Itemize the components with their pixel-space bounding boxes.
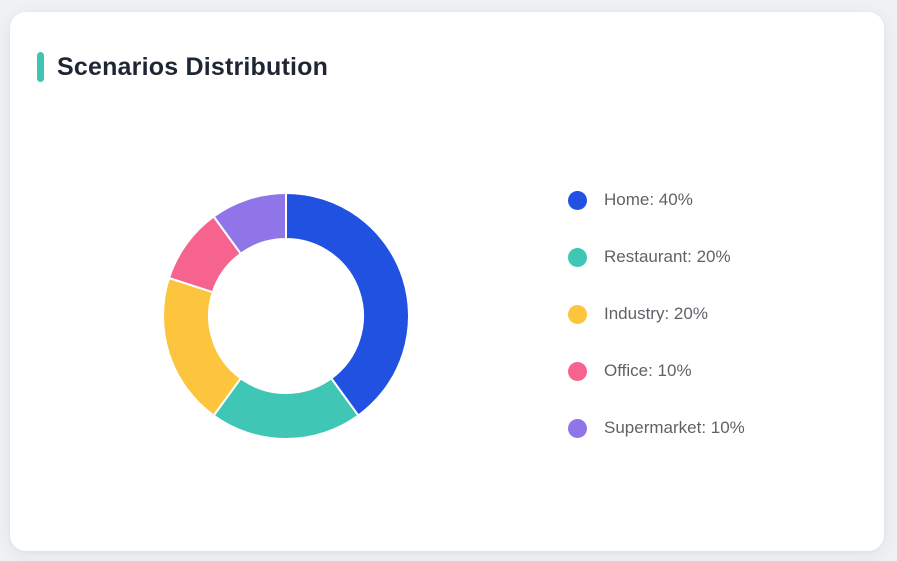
legend-dot <box>568 304 587 324</box>
title-accent-bar <box>37 52 44 82</box>
donut-segment-supermarket[interactable] <box>212 192 287 255</box>
legend-item-home[interactable]: Home: 40% <box>568 189 745 211</box>
legend-item-restaurant[interactable]: Restaurant: 20% <box>568 246 745 268</box>
donut-segment-home[interactable] <box>285 192 410 417</box>
legend-dot <box>568 418 587 438</box>
card-header: Scenarios Distribution <box>37 52 328 82</box>
legend-dot <box>568 190 587 210</box>
donut-segment-industry[interactable] <box>162 276 242 417</box>
legend-label: Supermarket: 10% <box>604 418 745 437</box>
page-title: Scenarios Distribution <box>57 52 329 81</box>
legend-label: Industry: 20% <box>604 304 708 323</box>
donut-chart-container <box>146 176 426 456</box>
legend-item-industry[interactable]: Industry: 20% <box>568 303 745 325</box>
legend-dot <box>568 247 587 267</box>
legend-item-office[interactable]: Office: 10% <box>568 360 745 382</box>
legend-label: Office: 10% <box>604 361 692 380</box>
donut-chart <box>162 192 410 440</box>
legend-dot <box>568 361 587 381</box>
donut-segment-restaurant[interactable] <box>212 377 360 440</box>
legend: Home: 40% Restaurant: 20% Industry: 20% Off… <box>568 189 745 439</box>
legend-item-supermarket[interactable]: Supermarket: 10% <box>568 417 745 439</box>
legend-label: Restaurant: 20% <box>604 247 731 266</box>
scenarios-distribution-card: Scenarios Distribution Home: 40% Restaura… <box>10 12 884 551</box>
legend-label: Home: 40% <box>604 190 693 209</box>
